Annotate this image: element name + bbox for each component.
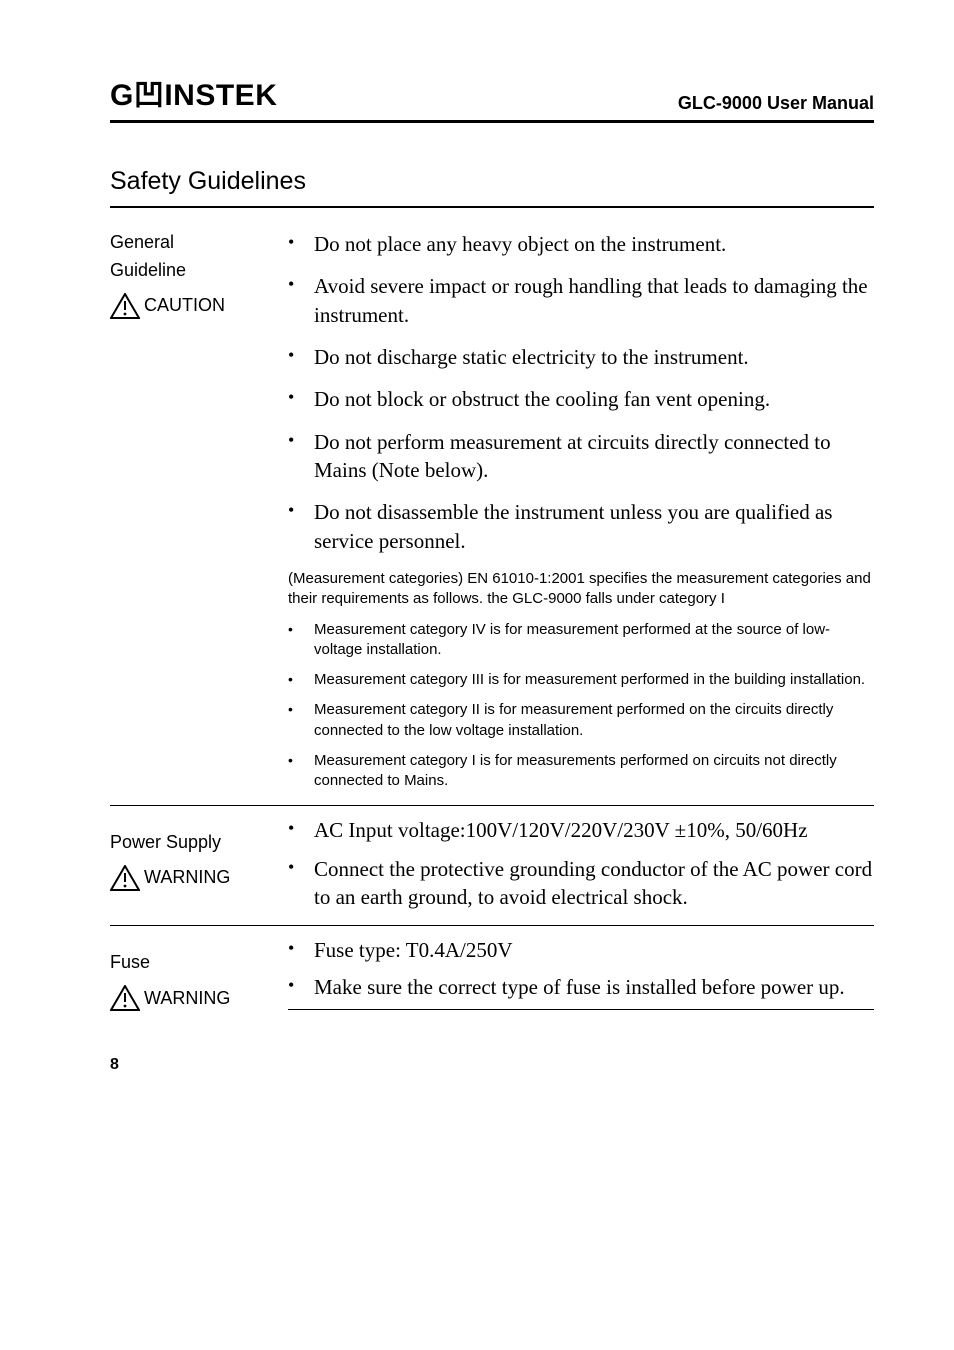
bullet-text: Make sure the correct type of fuse is in… (314, 973, 874, 1001)
bullet-text: Measurement category II is for measureme… (314, 700, 874, 741)
fuse-row: Fuse WARNING •Fuse type: T0.4A/250V •Mak… (110, 936, 874, 1020)
power-bullets: •AC Input voltage:100V/120V/220V/230V ±1… (288, 816, 874, 911)
left-col-power: Power Supply WARNING (110, 816, 288, 890)
measurement-bullets: •Measurement category IV is for measurem… (288, 620, 874, 792)
bullet-text: AC Input voltage:100V/120V/220V/230V ±10… (314, 816, 874, 844)
page-header: G凹INSTEK GLC-9000 User Manual (110, 70, 874, 123)
bullet-text: Fuse type: T0.4A/250V (314, 936, 874, 964)
bullet-icon: • (288, 973, 314, 998)
brand-logo: G凹INSTEK (110, 70, 277, 114)
bullet-text: Do not place any heavy object on the ins… (314, 230, 874, 258)
bullet-icon: • (288, 428, 314, 453)
left-col-fuse: Fuse WARNING (110, 936, 288, 1010)
general-guideline-row: General Guideline CAUTION •Do not place … (110, 230, 874, 801)
divider (110, 925, 874, 926)
warning-badge: WARNING (110, 985, 288, 1011)
warning-badge: WARNING (110, 865, 288, 891)
caution-text: CAUTION (144, 293, 225, 317)
warning-icon (110, 293, 140, 319)
bullet-icon: • (288, 700, 314, 720)
left-col-general: General Guideline CAUTION (110, 230, 288, 319)
general-bullets: •Do not place any heavy object on the in… (288, 230, 874, 555)
right-col-power: •AC Input voltage:100V/120V/220V/230V ±1… (288, 816, 874, 921)
section-heading: Safety Guidelines (110, 167, 874, 208)
warning-icon (110, 865, 140, 891)
bullet-text: Connect the protective grounding conduct… (314, 855, 874, 912)
bullet-icon: • (288, 230, 314, 255)
label-general: General (110, 230, 288, 254)
label-fuse: Fuse (110, 950, 288, 974)
bullet-text: Avoid severe impact or rough handling th… (314, 272, 874, 329)
bullet-text: Measurement category III is for measurem… (314, 670, 874, 690)
doc-title: GLC-9000 User Manual (678, 93, 874, 114)
bullet-icon: • (288, 855, 314, 880)
warning-icon (110, 985, 140, 1011)
bullet-icon: • (288, 343, 314, 368)
measurement-note: (Measurement categories) EN 61010-1:2001… (288, 569, 874, 610)
bullet-icon: • (288, 936, 314, 961)
bullet-icon: • (288, 670, 314, 690)
divider (288, 1009, 874, 1010)
bullet-text: Do not disassemble the instrument unless… (314, 498, 874, 555)
right-col-fuse: •Fuse type: T0.4A/250V •Make sure the co… (288, 936, 874, 1020)
label-guideline: Guideline (110, 258, 288, 282)
bullet-text: Measurement category I is for measuremen… (314, 751, 874, 792)
bullet-icon: • (288, 751, 314, 771)
right-col-general: •Do not place any heavy object on the in… (288, 230, 874, 801)
divider (110, 805, 874, 806)
bullet-icon: • (288, 385, 314, 410)
caution-badge: CAUTION (110, 293, 288, 319)
bullet-text: Do not perform measurement at circuits d… (314, 428, 874, 485)
page-number: 8 (110, 1056, 874, 1074)
power-supply-row: Power Supply WARNING •AC Input voltage:1… (110, 816, 874, 921)
bullet-text: Measurement category IV is for measureme… (314, 620, 874, 661)
bullet-icon: • (288, 498, 314, 523)
warning-text: WARNING (144, 865, 230, 889)
label-power-supply: Power Supply (110, 830, 288, 854)
warning-text: WARNING (144, 986, 230, 1010)
bullet-text: Do not discharge static electricity to t… (314, 343, 874, 371)
bullet-text: Do not block or obstruct the cooling fan… (314, 385, 874, 413)
bullet-icon: • (288, 620, 314, 640)
bullet-icon: • (288, 272, 314, 297)
bullet-icon: • (288, 816, 314, 841)
fuse-bullets: •Fuse type: T0.4A/250V •Make sure the co… (288, 936, 874, 1001)
